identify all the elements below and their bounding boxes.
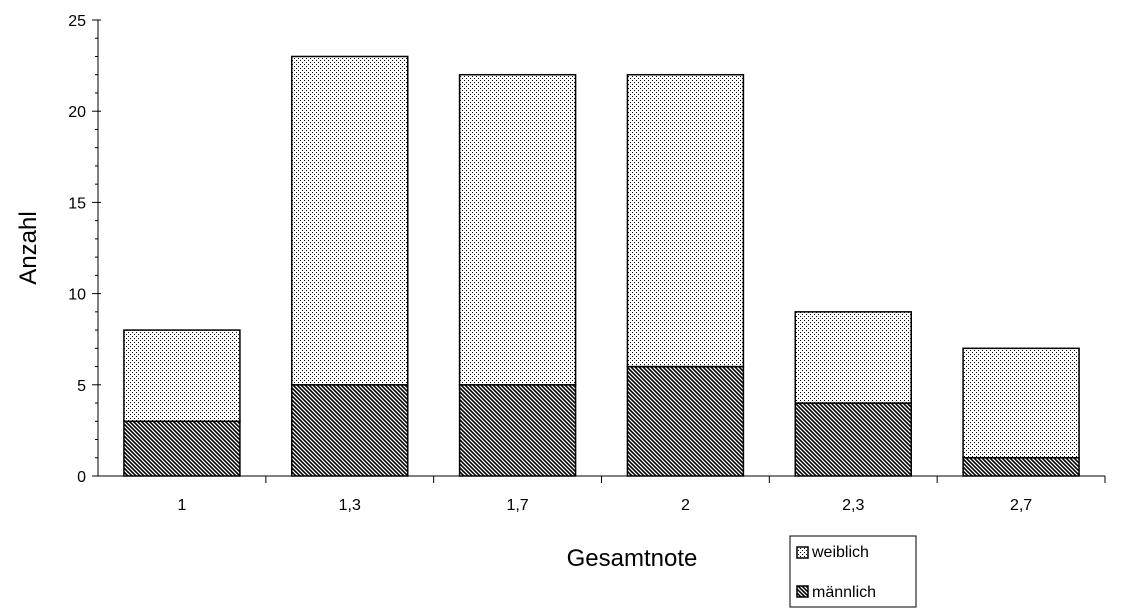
y-tick-label: 20	[68, 104, 86, 121]
bar-maennlich	[458, 384, 577, 477]
x-tick-label: 1,7	[506, 497, 528, 514]
y-axis-title: Anzahl	[15, 211, 42, 284]
legend-label-maennlich: männlich	[812, 584, 876, 601]
x-tick-label: 1	[177, 497, 186, 514]
axes-layer	[97, 20, 1105, 477]
y-axis-ticks: 0 5 10 15 20 25	[68, 13, 101, 486]
bars-layer	[123, 55, 1080, 477]
bar-weiblich	[123, 329, 241, 423]
x-axis-ticks: 1 1,3 1,7 2 2,3 2,7	[177, 476, 1106, 514]
legend-label-weiblich: weiblich	[811, 544, 869, 561]
x-axis-title: Gesamtnote	[567, 545, 698, 572]
bar-weiblich	[794, 311, 912, 404]
bar-maennlich	[291, 384, 409, 477]
legend: weiblich männlich	[789, 535, 917, 608]
y-tick-label: 10	[68, 287, 86, 304]
bar-weiblich	[458, 73, 577, 386]
y-tick-label: 15	[68, 195, 86, 212]
bar-weiblich	[626, 73, 745, 368]
x-tick-label: 2,3	[842, 497, 864, 514]
x-tick-label: 1,3	[339, 497, 361, 514]
y-tick-label: 0	[77, 469, 86, 486]
bar-weiblich	[962, 347, 1080, 459]
bar-maennlich	[962, 457, 1080, 477]
bar-maennlich	[794, 402, 912, 477]
x-tick-label: 2	[681, 497, 690, 514]
y-tick-label: 5	[77, 378, 86, 395]
bar-weiblich	[291, 55, 409, 386]
y-tick-label: 25	[68, 13, 86, 30]
bar-maennlich	[626, 365, 745, 477]
legend-box	[789, 535, 917, 608]
legend-swatch-maennlich	[796, 585, 809, 598]
x-tick-label: 2,7	[1010, 497, 1032, 514]
legend-swatch-weiblich	[796, 546, 809, 559]
bar-maennlich	[123, 420, 241, 477]
